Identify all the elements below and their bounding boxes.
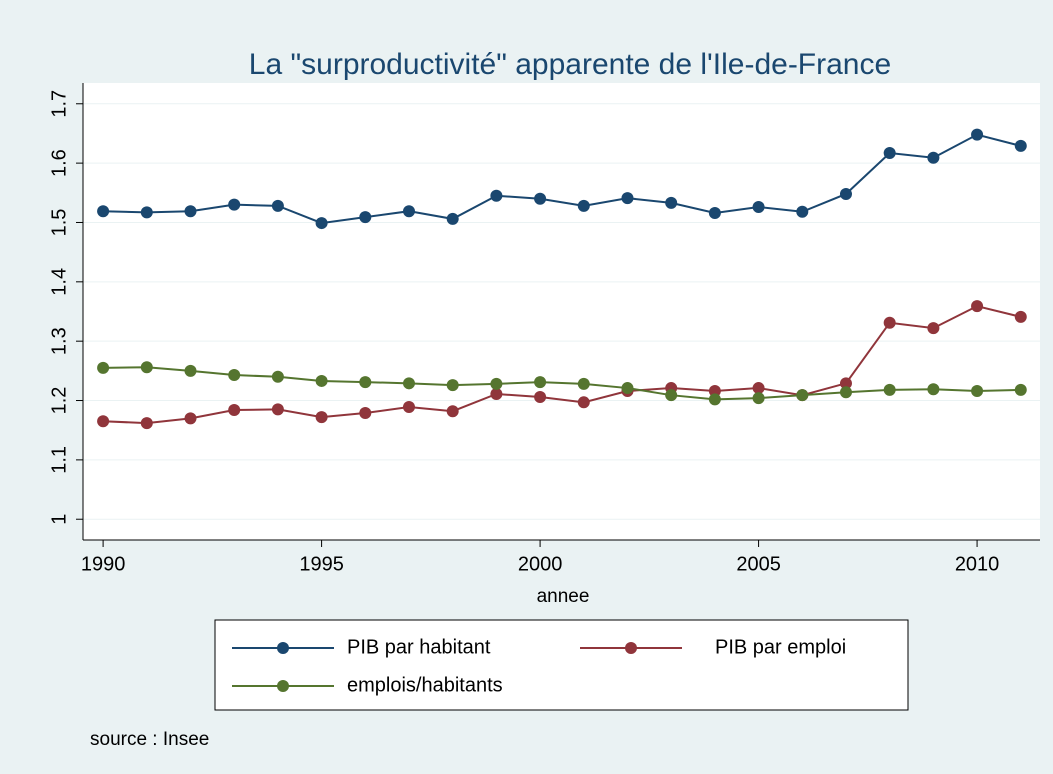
data-point [1014,139,1027,152]
data-point [402,401,415,414]
data-point [577,396,590,409]
data-point [708,385,721,398]
legend-label: PIB par habitant [347,636,491,658]
data-point [184,205,197,218]
data-point [796,205,809,218]
legend-marker [625,642,637,654]
legend-marker [277,642,289,654]
data-point [140,417,153,430]
data-point [271,403,284,416]
x-tick-label: 1995 [299,553,344,575]
data-point [315,374,328,387]
data-point [927,383,940,396]
data-point [271,199,284,212]
y-tick-label: 1.6 [48,149,70,177]
note: source : Insee [90,729,209,750]
series-line [103,133,1022,225]
data-point [534,376,547,389]
data-point [1014,310,1027,323]
data-point [883,147,896,160]
data-point [971,385,984,398]
data-point [402,377,415,390]
data-point [446,379,459,392]
data-point [752,201,765,214]
data-point [490,189,503,202]
data-point [184,412,197,425]
data-point [883,316,896,329]
data-point [839,187,852,200]
data-point [97,415,110,428]
data-point [1014,383,1027,396]
data-point [752,392,765,405]
data-point [621,192,634,205]
data-point [839,377,852,390]
data-point [752,382,765,395]
data-point [971,128,984,141]
y-tick-label: 1.3 [48,327,70,355]
x-tick-label: 2005 [736,553,781,575]
legend-marker [277,680,289,692]
data-point [577,199,590,212]
data-point [184,364,197,377]
data-point [839,386,852,399]
data-point [577,377,590,390]
data-point [708,206,721,219]
y-tick-label: 1.4 [48,268,70,296]
data-point [490,377,503,390]
data-point [228,404,241,417]
legend-label: emplois/habitants [347,674,503,696]
chart-title: La "surproductivité" apparente de l'Ile-… [249,48,891,81]
data-point [359,376,372,389]
plot-area [83,83,1040,540]
y-tick-label: 1 [48,514,70,525]
data-point [140,206,153,219]
data-point [534,192,547,205]
y-tick-label: 1.1 [48,446,70,474]
data-point [315,217,328,230]
data-point [359,211,372,224]
data-point [271,370,284,383]
legend [214,619,909,711]
data-point [315,411,328,424]
data-point [971,300,984,313]
series-line [103,366,1021,401]
data-point [140,361,153,374]
data-point [446,212,459,225]
data-point [359,406,372,419]
y-tick-label: 1.5 [48,209,70,237]
x-tick-label: 1990 [81,553,126,575]
data-point [621,382,634,395]
y-tick-label: 1.2 [48,387,70,415]
series-line [103,305,1022,425]
data-point [665,196,678,209]
data-point [228,198,241,211]
data-point [534,390,547,403]
data-point [883,383,896,396]
data-point [228,369,241,382]
data-point [97,205,110,218]
data-point [402,205,415,218]
data-point [927,322,940,335]
x-axis-label: annee [537,586,590,607]
data-point [446,405,459,418]
y-tick-label: 1.7 [48,90,70,118]
x-tick-label: 2000 [518,553,563,575]
legend-label: PIB par emploi [715,636,846,658]
data-point [796,389,809,402]
data-point [665,389,678,402]
x-tick-label: 2010 [955,553,1000,575]
data-point [97,361,110,374]
data-point [708,393,721,406]
data-point [927,151,940,164]
data-point [490,387,503,400]
